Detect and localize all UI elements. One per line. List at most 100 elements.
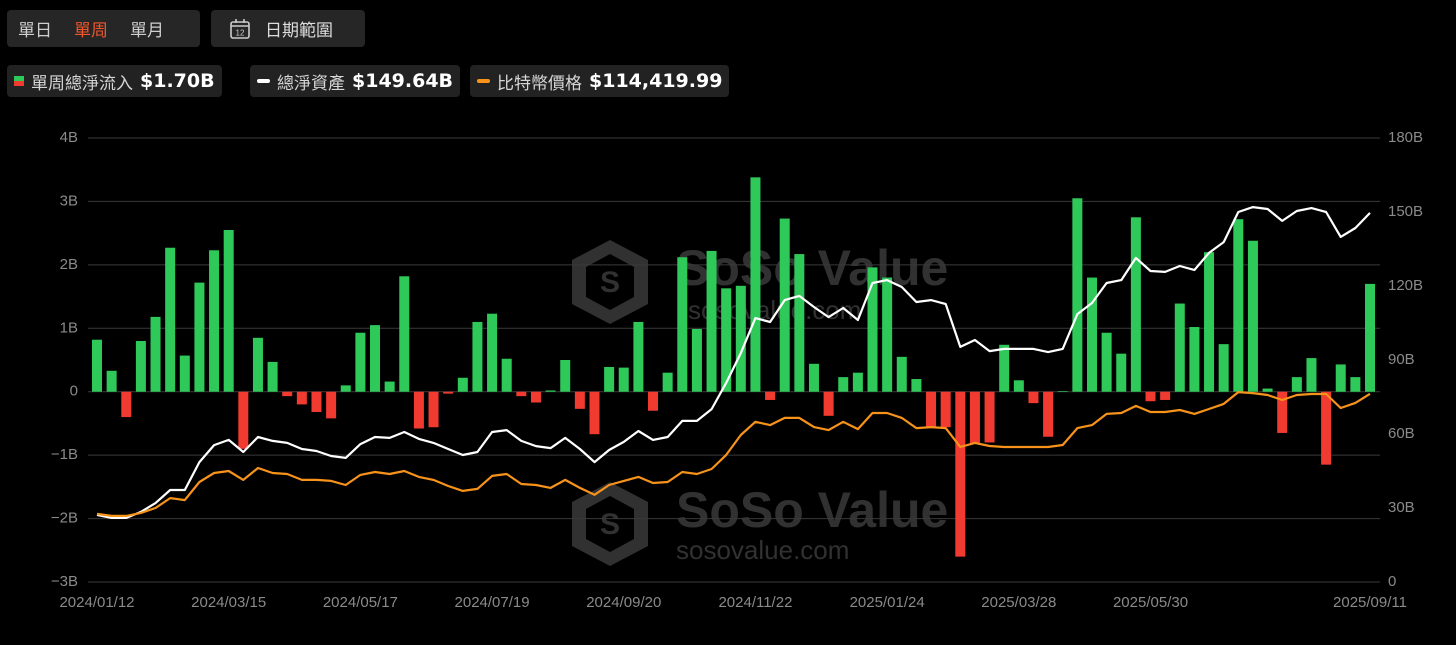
bar-series [92, 177, 1375, 557]
bar [384, 381, 395, 392]
y-tick-label: −1B [51, 446, 78, 463]
bar [428, 391, 439, 428]
bar [969, 391, 980, 444]
bar [955, 391, 966, 557]
bar [530, 391, 541, 403]
y2-tick-label: 90B [1388, 351, 1415, 368]
bar [179, 355, 190, 392]
period-option[interactable]: 單日 [18, 21, 52, 41]
period-option[interactable]: 單周 [74, 21, 108, 41]
bar [1189, 327, 1200, 392]
bar [135, 340, 146, 392]
bar [589, 391, 600, 435]
bar [311, 391, 322, 413]
bar [896, 356, 907, 392]
bar [1086, 277, 1097, 392]
bar [940, 391, 951, 428]
bar [1145, 391, 1156, 402]
period-option[interactable]: 單月 [130, 21, 164, 41]
legend-swatch [14, 81, 24, 86]
bar [1306, 358, 1317, 392]
y2-tick-label: 30B [1388, 499, 1415, 516]
bar [472, 321, 483, 392]
bar [1321, 391, 1332, 465]
bar [1130, 217, 1141, 392]
bar [340, 385, 351, 392]
bar [662, 372, 673, 392]
watermark-name: SoSo Value [676, 482, 948, 538]
bar [706, 250, 717, 392]
bar [838, 377, 849, 392]
bar [194, 282, 205, 392]
date-range-label: 日期範圍 [265, 21, 333, 41]
bar [282, 391, 293, 397]
legend-swatch [14, 76, 24, 81]
bar [92, 339, 102, 392]
y-tick-label: 4B [60, 129, 78, 146]
legend-marker [257, 79, 270, 83]
x-tick-label: 2025/09/11 [1333, 594, 1407, 611]
x-tick-label: 2025/01/24 [850, 594, 925, 611]
y-tick-label: 2B [60, 256, 78, 273]
x-tick-label: 2024/03/15 [191, 594, 266, 611]
bar [487, 313, 498, 392]
bar [750, 177, 761, 392]
x-tick-label: 2024/07/19 [455, 594, 530, 611]
bar [999, 344, 1010, 392]
y2-tick-label: 150B [1388, 203, 1423, 220]
x-tick-label: 2025/03/28 [981, 594, 1056, 611]
bar [1350, 377, 1361, 392]
bar [808, 363, 819, 392]
bar [516, 391, 527, 397]
bar [443, 391, 454, 394]
bar [1247, 240, 1258, 392]
bar [501, 358, 512, 392]
bar [618, 367, 629, 392]
bar [1365, 283, 1375, 392]
bar [926, 391, 937, 428]
date-range-button[interactable]: 12 日期範圍 [211, 10, 365, 47]
bar [1277, 391, 1288, 433]
bar [1013, 380, 1024, 392]
bar [1262, 388, 1273, 392]
bar [852, 372, 863, 392]
y2-tick-label: 60B [1388, 425, 1415, 442]
bar [1233, 219, 1244, 392]
watermark-url: sosovalue.com [676, 535, 849, 565]
bar [735, 285, 746, 392]
bar [721, 288, 732, 392]
bar [560, 360, 571, 392]
bar [1043, 391, 1054, 437]
bar [1218, 344, 1229, 392]
period-switch: 單日 單周 單月 [7, 10, 200, 47]
bar [370, 325, 381, 392]
legend-item[interactable]: 比特幣價格 $114,419.99 [470, 65, 730, 97]
bar [413, 391, 424, 429]
y-tick-label: −3B [51, 573, 78, 590]
bar [545, 390, 556, 392]
legend-marker [477, 79, 490, 83]
watermark-logo: S [572, 482, 648, 566]
legend-value: $114,419.99 [589, 70, 723, 92]
bar [326, 391, 337, 419]
legend-item[interactable]: 單周總淨流入 $1.70B [7, 65, 222, 97]
x-tick-label: 2024/05/17 [323, 594, 398, 611]
y-tick-label: −2B [51, 510, 78, 527]
bar [121, 391, 132, 418]
bar [1072, 198, 1083, 392]
bar [574, 391, 585, 409]
bar [1160, 391, 1171, 400]
bar [867, 267, 878, 392]
bar [779, 218, 790, 392]
legend-name: 總淨資產 [277, 73, 345, 94]
watermark-name: SoSo Value [676, 240, 948, 296]
legend-item[interactable]: 總淨資產 $149.64B [250, 65, 461, 97]
bar [691, 328, 702, 392]
bar [677, 257, 688, 392]
bar [1057, 391, 1068, 392]
bar [457, 377, 468, 392]
svg-text:S: S [600, 266, 620, 299]
line [96, 391, 1371, 517]
y2-tick-label: 120B [1388, 277, 1423, 294]
